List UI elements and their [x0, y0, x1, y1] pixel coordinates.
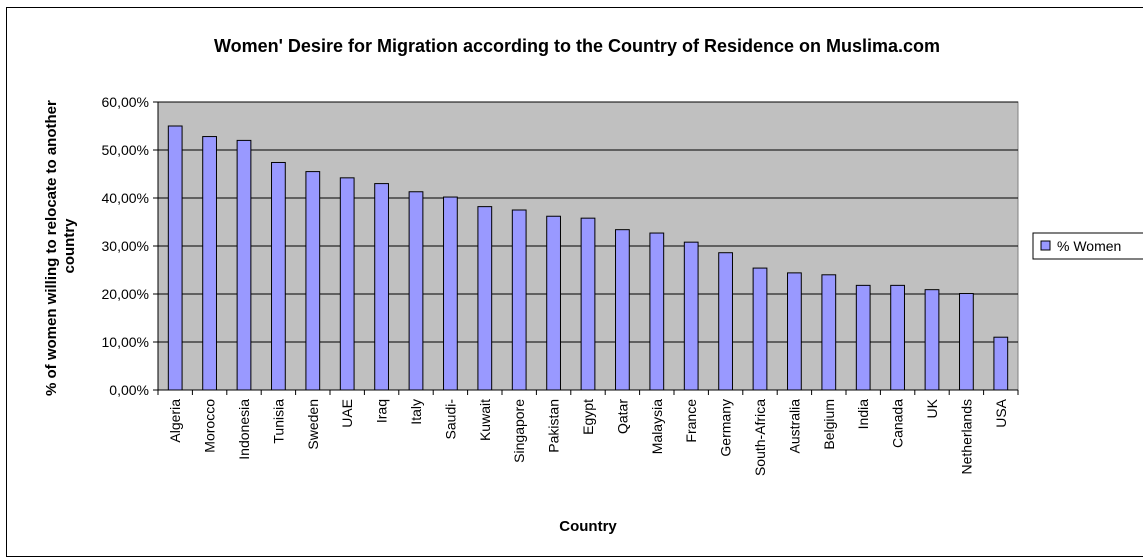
x-tick-label: Algeria: [167, 399, 183, 443]
legend: % Women: [1032, 232, 1143, 260]
bar: [615, 229, 630, 391]
axes: [153, 101, 1019, 395]
x-tick-label: Germany: [718, 399, 734, 457]
y-tick-label: 40,00%: [102, 190, 149, 206]
y-tick-label: 60,00%: [102, 94, 149, 110]
bar: [649, 232, 665, 391]
x-tick-label: Iraq: [374, 399, 390, 423]
x-tick-label: Singapore: [511, 399, 527, 463]
x-tick-label: Morocco: [202, 399, 218, 453]
y-axis-tick-labels: 0,00% 10,00% 20,00% 30,00% 40,00% 50,00% 60,00…: [102, 94, 149, 398]
bar: [202, 136, 217, 391]
x-axis-label: Country: [559, 518, 617, 535]
bar: [890, 284, 905, 391]
x-tick-label: Egypt: [580, 399, 596, 435]
bar: [408, 191, 424, 391]
x-tick-label: Saudi-: [442, 399, 458, 440]
bar: [855, 284, 871, 391]
bar: [477, 206, 493, 391]
y-tick-label: 0,00%: [109, 382, 149, 398]
x-tick-label: Kuwait: [477, 399, 493, 441]
bar: [546, 215, 561, 391]
x-tick-label: Australia: [786, 399, 802, 454]
bar: [167, 125, 183, 391]
chart-title: Women' Desire for Migration according to…: [214, 36, 940, 56]
y-tick-label: 20,00%: [102, 286, 149, 302]
x-tick-label: UK: [924, 398, 940, 418]
x-tick-label: Sweden: [305, 399, 321, 450]
bars: [167, 125, 1009, 391]
x-tick-label: Tunisia: [270, 399, 286, 444]
bar: [821, 274, 837, 391]
bar: [683, 241, 699, 391]
x-tick-label: Pakistan: [546, 399, 562, 453]
x-tick-label: USA: [993, 398, 1009, 427]
x-tick-label: Indonesia: [236, 399, 252, 460]
bar: [236, 139, 252, 391]
bar: [374, 183, 389, 391]
x-axis-tick-labels: Algeria Morocco Indonesia Tunisia Sweden UAE I…: [167, 398, 1009, 476]
bar: [339, 177, 355, 391]
bar: [752, 267, 768, 391]
y-axis-label-line-2: country: [61, 218, 78, 274]
bar: [718, 252, 733, 391]
y-tick-label: 10,00%: [102, 334, 149, 350]
x-tick-label: India: [855, 399, 871, 430]
bar: [511, 209, 527, 391]
bar: [305, 171, 321, 391]
y-tick-label: 50,00%: [102, 142, 149, 158]
x-tick-label: Malaysia: [649, 399, 665, 454]
x-tick-label: Italy: [408, 399, 424, 425]
bar: [271, 161, 286, 391]
legend-label: % Women: [1057, 238, 1121, 254]
legend-box: [1032, 232, 1143, 260]
x-tick-label: South-Africa: [752, 399, 768, 476]
x-tick-label: Netherlands: [958, 399, 974, 475]
y-axis-label: % of women willing to relocate to anothe…: [43, 96, 78, 396]
x-tick-label: Canada: [890, 399, 906, 448]
y-tick-label: 30,00%: [102, 238, 149, 254]
x-tick-label: Belgium: [821, 399, 837, 450]
x-tick-label: Qatar: [614, 399, 630, 434]
bar: [993, 336, 1009, 391]
bar: [959, 293, 974, 391]
x-tick-label: France: [683, 399, 699, 443]
bar: [924, 289, 940, 391]
y-axis-label-line-1: % of women willing to relocate to anothe…: [43, 100, 60, 396]
legend-swatch: [1040, 240, 1051, 251]
bar: [443, 196, 458, 391]
bar: [580, 217, 596, 391]
bar: [787, 272, 802, 391]
x-tick-label: UAE: [339, 399, 355, 428]
